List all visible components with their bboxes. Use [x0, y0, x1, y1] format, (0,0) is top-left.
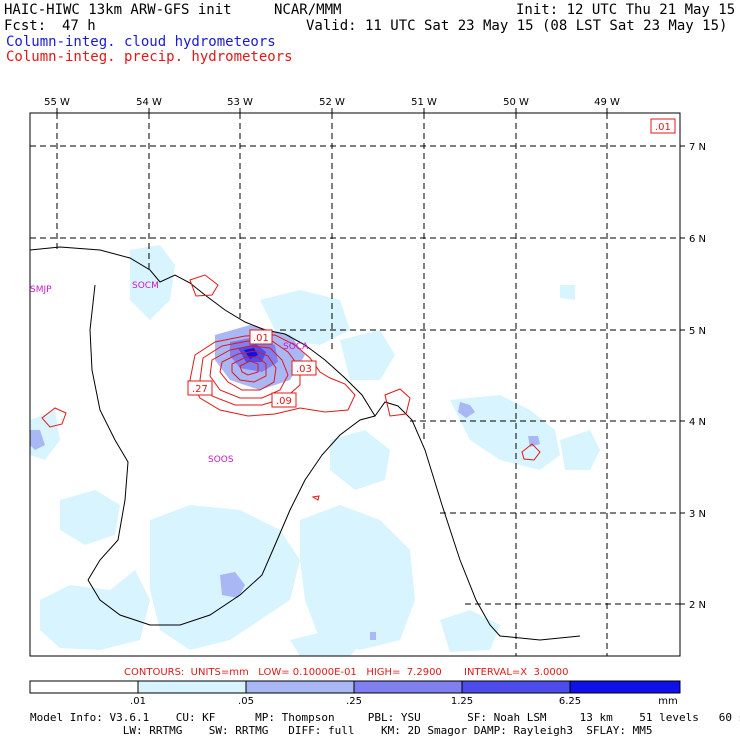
- valid-time: Valid: 11 UTC Sat 23 May 15 (08 LST Sat …: [306, 18, 728, 34]
- lon-label: 54 W: [136, 97, 162, 108]
- lat-label: 2 N: [689, 600, 706, 611]
- coastline: [30, 246, 581, 641]
- svg-text:.01: .01: [655, 122, 671, 133]
- lat-label: 5 N: [689, 326, 706, 337]
- svg-text:.01: .01: [253, 333, 269, 344]
- contour-label: .01: [249, 329, 273, 345]
- colorbar-tick: 1.25: [450, 696, 474, 707]
- lon-label: 52 W: [319, 97, 345, 108]
- contour-label: .27: [187, 380, 213, 396]
- map-frame: [29, 112, 681, 657]
- axis-ticks: [56, 108, 685, 605]
- lon-label: 50 W: [503, 97, 529, 108]
- lon-label: 55 W: [44, 97, 70, 108]
- colorbar-tick: 6.25: [558, 696, 582, 707]
- lon-label: 49 W: [594, 97, 620, 108]
- cloud-shading: [30, 245, 600, 656]
- station-label: SOOS: [208, 455, 234, 465]
- contour-info: CONTOURS: UNITS=mm LOW= 0.10000E-01 HIGH…: [124, 667, 569, 678]
- model-info-line-2: LW: RRTMG SW: RRTMG DIFF: full KM: 2D Sm…: [30, 724, 653, 737]
- contour-label: .01: [650, 118, 676, 134]
- lat-label: 7 N: [689, 142, 706, 153]
- lat-label: 6 N: [689, 234, 706, 245]
- station-label: SMJP: [30, 285, 52, 295]
- cloud-field-title: Column-integ. cloud hydrometeors: [6, 34, 276, 50]
- org-label: NCAR/MMM: [274, 2, 342, 18]
- colorbar-tick: .25: [346, 696, 362, 707]
- colorbar: [29, 680, 681, 694]
- forecast-label: Fcst:: [4, 18, 47, 34]
- contour-label: .03: [291, 360, 317, 376]
- colorbar-tick: .01: [130, 696, 146, 707]
- svg-text:.09: .09: [276, 396, 292, 407]
- svg-text:.03: .03: [296, 364, 312, 375]
- model-info-line-1: Model Info: V3.6.1 CU: KF MP: Thompson P…: [30, 711, 740, 724]
- model-title: HAIC-HIWC 13km ARW-GFS init: [4, 2, 232, 18]
- colorbar-units: mm: [658, 696, 678, 707]
- precip-field-title: Column-integ. precip. hydrometeors: [6, 49, 293, 65]
- lat-lon-grid: [30, 113, 680, 656]
- lat-label: 3 N: [689, 509, 706, 520]
- svg-text:.27: .27: [192, 384, 208, 395]
- lat-label: 4 N: [689, 417, 706, 428]
- colorbar-tick: .05: [238, 696, 254, 707]
- station-label: SOCM: [132, 281, 159, 291]
- init-time: Init: 12 UTC Thu 21 May 15: [516, 2, 736, 18]
- contour-label: .09: [271, 392, 297, 408]
- precip-contours: [41, 274, 541, 501]
- lon-label: 53 W: [227, 97, 253, 108]
- forecast-hour: 47 h: [62, 18, 96, 34]
- lon-label: 51 W: [411, 97, 437, 108]
- station-label: SOCA: [283, 342, 309, 352]
